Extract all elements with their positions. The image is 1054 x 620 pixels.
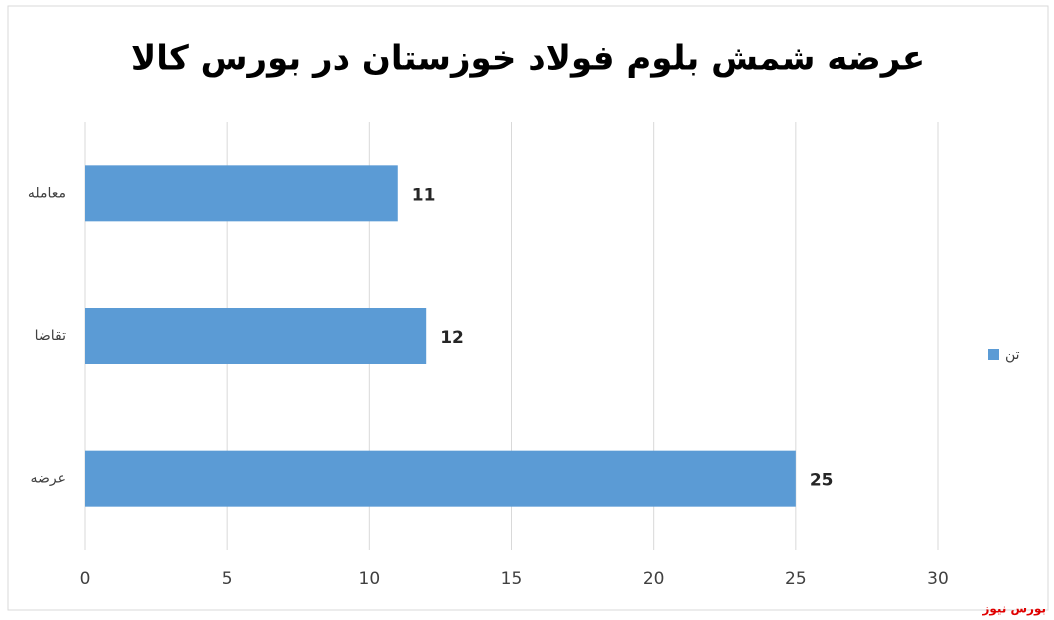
chart-title: عرضه شمش بلوم فولاد خوزستان در بورس کالا: [131, 39, 925, 79]
x-tick-label: 0: [80, 569, 91, 589]
y-tick-label: معامله: [28, 185, 66, 201]
data-label: 25: [810, 471, 834, 491]
x-tick-label: 15: [501, 569, 523, 589]
bar: [85, 165, 398, 222]
x-tick-label: 5: [222, 569, 233, 589]
y-tick-label: تقاضا: [35, 328, 67, 344]
data-label: 12: [440, 328, 464, 348]
legend-swatch: [988, 349, 999, 360]
x-tick-label: 20: [643, 569, 665, 589]
x-tick-label: 10: [359, 569, 381, 589]
y-tick-label: عرضه: [31, 471, 66, 487]
x-tick-label: 30: [927, 569, 949, 589]
legend-box: [976, 337, 1032, 373]
bar: [85, 308, 427, 364]
data-label: 11: [412, 185, 436, 205]
legend-label: تن: [1005, 347, 1020, 363]
x-tick-label: 25: [785, 569, 807, 589]
source-label: بورس نیوز: [981, 602, 1046, 617]
bar: [85, 450, 796, 507]
